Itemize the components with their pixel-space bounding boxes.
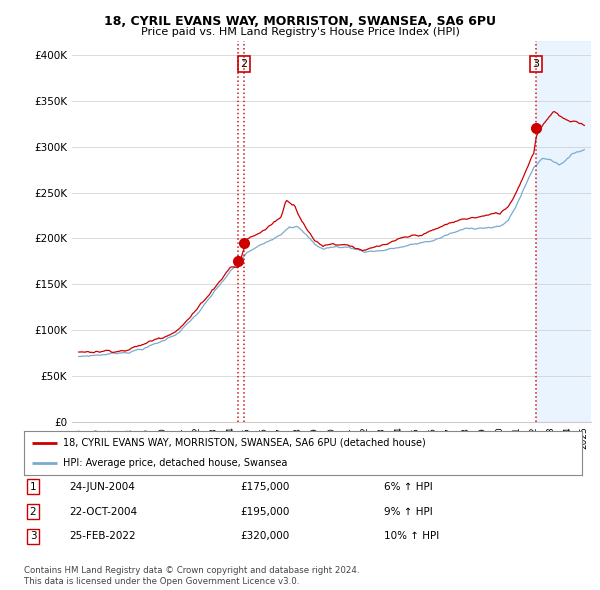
Text: £195,000: £195,000 xyxy=(240,507,289,516)
Text: 3: 3 xyxy=(533,59,539,69)
Bar xyxy=(536,41,591,422)
Text: 3: 3 xyxy=(29,532,37,541)
Text: £175,000: £175,000 xyxy=(240,482,289,491)
Text: 9% ↑ HPI: 9% ↑ HPI xyxy=(384,507,433,516)
Text: Contains HM Land Registry data © Crown copyright and database right 2024.: Contains HM Land Registry data © Crown c… xyxy=(24,566,359,575)
Text: HPI: Average price, detached house, Swansea: HPI: Average price, detached house, Swan… xyxy=(63,458,287,468)
Text: 25-FEB-2022: 25-FEB-2022 xyxy=(69,532,136,541)
Text: 6% ↑ HPI: 6% ↑ HPI xyxy=(384,482,433,491)
Text: 2: 2 xyxy=(241,59,247,69)
Text: 18, CYRIL EVANS WAY, MORRISTON, SWANSEA, SA6 6PU (detached house): 18, CYRIL EVANS WAY, MORRISTON, SWANSEA,… xyxy=(63,438,426,448)
Text: 24-JUN-2004: 24-JUN-2004 xyxy=(69,482,135,491)
Text: 22-OCT-2004: 22-OCT-2004 xyxy=(69,507,137,516)
Text: 18, CYRIL EVANS WAY, MORRISTON, SWANSEA, SA6 6PU: 18, CYRIL EVANS WAY, MORRISTON, SWANSEA,… xyxy=(104,15,496,28)
Text: 10% ↑ HPI: 10% ↑ HPI xyxy=(384,532,439,541)
Text: 2: 2 xyxy=(29,507,37,516)
Text: Price paid vs. HM Land Registry's House Price Index (HPI): Price paid vs. HM Land Registry's House … xyxy=(140,27,460,37)
Text: This data is licensed under the Open Government Licence v3.0.: This data is licensed under the Open Gov… xyxy=(24,577,299,586)
Text: £320,000: £320,000 xyxy=(240,532,289,541)
Text: 1: 1 xyxy=(29,482,37,491)
